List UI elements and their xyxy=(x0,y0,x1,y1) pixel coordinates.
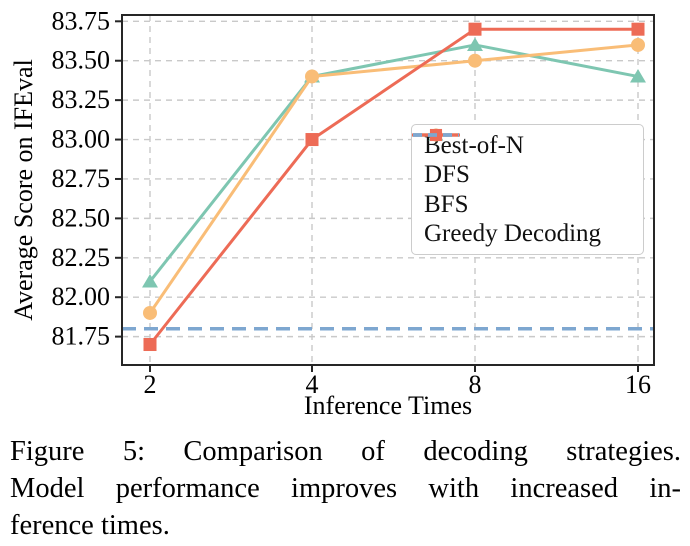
svg-text:82.75: 82.75 xyxy=(52,164,111,193)
svg-text:82.50: 82.50 xyxy=(52,203,111,232)
svg-text:83.75: 83.75 xyxy=(52,6,111,35)
svg-text:2: 2 xyxy=(144,370,157,399)
legend-item-greedy-decoding: Greedy Decoding xyxy=(413,133,631,247)
chart-legend: Best-of-N DFS BFS Greedy Decoding xyxy=(411,124,644,255)
svg-text:8: 8 xyxy=(469,370,482,399)
caption-line: Figure 5: Comparison of decoding strateg… xyxy=(10,436,681,467)
legend-label-dfs: DFS xyxy=(424,161,470,189)
svg-text:82.25: 82.25 xyxy=(52,243,111,272)
chart: 2 4 8 16 81.75 82.00 82.25 82.50 82.75 83.00 83.25… xyxy=(9,6,655,420)
greedy-decoding-dashed-line-icon xyxy=(413,133,459,137)
legend-label-greedy-decoding: Greedy Decoding xyxy=(424,219,602,247)
svg-text:83.50: 83.50 xyxy=(52,46,111,75)
legend-item-bfs: BFS xyxy=(412,128,631,218)
chart-svg: 2 4 8 16 81.75 82.00 82.25 82.50 82.75 83.00 83.25… xyxy=(9,6,655,420)
svg-text:4: 4 xyxy=(306,370,319,399)
svg-text:83.00: 83.00 xyxy=(52,125,111,154)
svg-text:83.25: 83.25 xyxy=(52,85,111,114)
caption-line: ference times. xyxy=(10,510,170,541)
svg-text:81.75: 81.75 xyxy=(52,322,111,351)
svg-text:Average Score on IFEval: Average Score on IFEval xyxy=(9,59,38,321)
svg-text:82.00: 82.00 xyxy=(52,282,111,311)
legend-item-dfs: DFS xyxy=(412,128,631,189)
legend-label-bfs: BFS xyxy=(424,190,469,218)
svg-text:16: 16 xyxy=(625,370,651,399)
caption-line: Model performance improves with increase… xyxy=(10,473,681,504)
svg-text:Inference Times: Inference Times xyxy=(304,391,472,420)
figure-caption: Figure 5: Comparison of decoding strateg… xyxy=(0,433,690,544)
